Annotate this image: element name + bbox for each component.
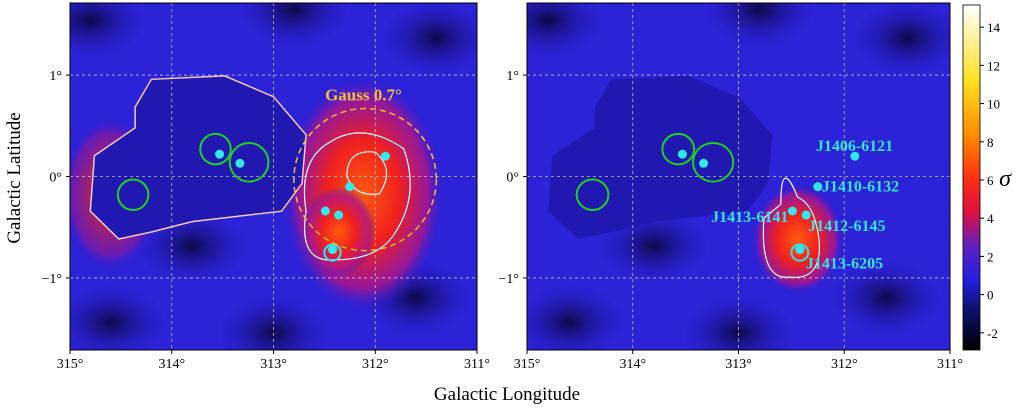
- source-label: J1406-6121: [816, 138, 893, 155]
- source-point: [334, 210, 344, 220]
- source-ring: [790, 243, 810, 262]
- gauss-circle: [293, 107, 438, 252]
- x-tick-label: 315°: [57, 357, 84, 372]
- y-tick-label: 0°: [506, 171, 519, 186]
- colorbar-tick-label: 0: [987, 288, 994, 303]
- colorbar-label: σ: [999, 166, 1012, 192]
- emission: [281, 75, 445, 312]
- masked-region: [548, 75, 773, 240]
- source-ring: [199, 132, 232, 166]
- colorbar-tick-label: 12: [987, 58, 1000, 73]
- y-tick-label: 1°: [49, 69, 62, 84]
- source-point: [813, 182, 823, 192]
- source-point: [328, 245, 338, 255]
- noise-patch: [70, 3, 151, 61]
- colorbar-tick-label: 10: [987, 97, 1000, 112]
- y-axis-label: Galactic Latitude: [4, 112, 25, 243]
- x-tick-label: 312°: [831, 357, 858, 372]
- map-panel: [70, 3, 477, 350]
- source-point: [320, 206, 330, 216]
- noise-patch: [376, 3, 477, 78]
- masked-region: [89, 75, 307, 240]
- source-point: [850, 151, 860, 161]
- x-tick-label: 314°: [619, 357, 646, 372]
- annotation: Gauss 0.7°: [325, 86, 402, 105]
- colorbar-tick-label: 2: [987, 249, 994, 264]
- source-point: [215, 149, 225, 159]
- source-label: J1410-6132: [822, 179, 899, 196]
- colorbar-tick-label: 8: [987, 135, 994, 150]
- colorbar-tick-label: -2: [987, 326, 998, 341]
- noise-patch: [527, 3, 609, 61]
- x-tick-label: 313°: [725, 357, 752, 372]
- noise-patch: [233, 3, 354, 50]
- source-label: J1413-6141: [711, 209, 788, 226]
- source-ring: [661, 132, 696, 166]
- source-ring: [575, 178, 610, 211]
- emission: [301, 186, 376, 278]
- source-ring: [116, 178, 150, 211]
- colorbar-tick-label: 6: [987, 173, 994, 188]
- x-tick-label: 311°: [464, 357, 490, 372]
- colorbar: [962, 4, 981, 351]
- source-point: [699, 158, 709, 168]
- x-tick-label: 315°: [514, 357, 541, 372]
- noise-patch: [527, 282, 630, 350]
- x-tick-label: 313°: [260, 357, 287, 372]
- noise-patch: [70, 282, 171, 350]
- y-tick-label: 1°: [506, 69, 519, 84]
- x-tick-label: 311°: [937, 357, 963, 372]
- y-tick-label: 0°: [49, 171, 62, 186]
- x-axis-label: Galactic Longitude: [434, 384, 580, 405]
- source-point: [801, 210, 811, 220]
- source-ring: [228, 142, 270, 183]
- source-point: [795, 245, 805, 255]
- contour: [762, 177, 820, 278]
- axes-frame: [526, 2, 951, 351]
- noise-patch: [826, 257, 947, 338]
- colorbar-tick-label: 14: [987, 20, 1001, 35]
- x-tick-label: 314°: [158, 357, 185, 372]
- axes-frame: [69, 2, 478, 351]
- source-point: [380, 151, 390, 161]
- colorbar-tick-label: 4: [987, 211, 994, 226]
- source-ring: [692, 142, 735, 183]
- source-point: [345, 182, 355, 192]
- source-label: J1412-6145: [808, 218, 885, 235]
- source-label: J1413-6205: [806, 256, 883, 273]
- y-tick-label: −1°: [42, 272, 63, 287]
- x-tick-label: 312°: [362, 357, 389, 372]
- source-ring: [323, 243, 342, 262]
- noise-patch: [847, 3, 950, 78]
- source-point: [677, 149, 687, 159]
- y-tick-label: −1°: [499, 272, 520, 287]
- map-panel: [527, 3, 950, 350]
- source-point: [787, 206, 797, 216]
- source-point: [235, 158, 245, 168]
- noise-patch: [699, 3, 820, 50]
- emission: [751, 183, 845, 295]
- contour: [346, 151, 388, 195]
